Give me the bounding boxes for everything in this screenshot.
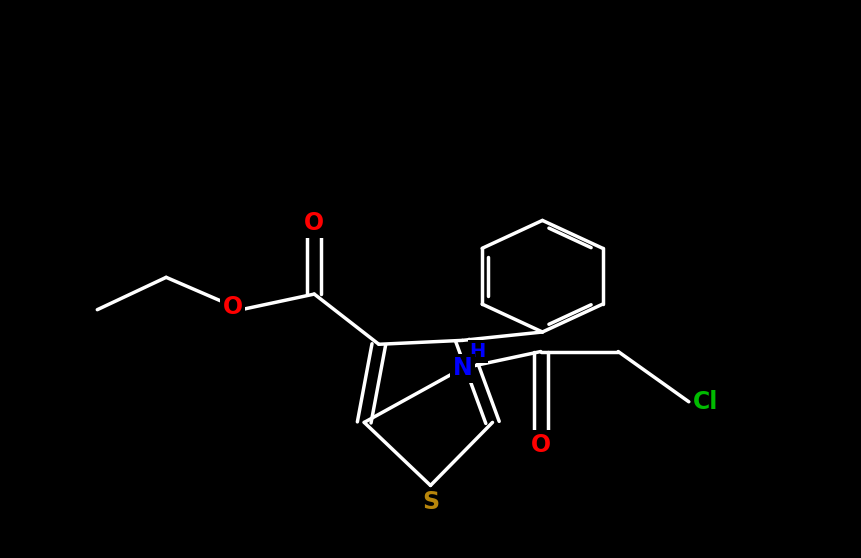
- Text: S: S: [422, 490, 439, 514]
- Text: O: O: [222, 295, 243, 319]
- Text: O: O: [530, 432, 551, 457]
- Text: N: N: [453, 356, 472, 381]
- Text: Cl: Cl: [693, 389, 719, 414]
- Text: O: O: [304, 211, 325, 235]
- Text: H: H: [470, 342, 486, 361]
